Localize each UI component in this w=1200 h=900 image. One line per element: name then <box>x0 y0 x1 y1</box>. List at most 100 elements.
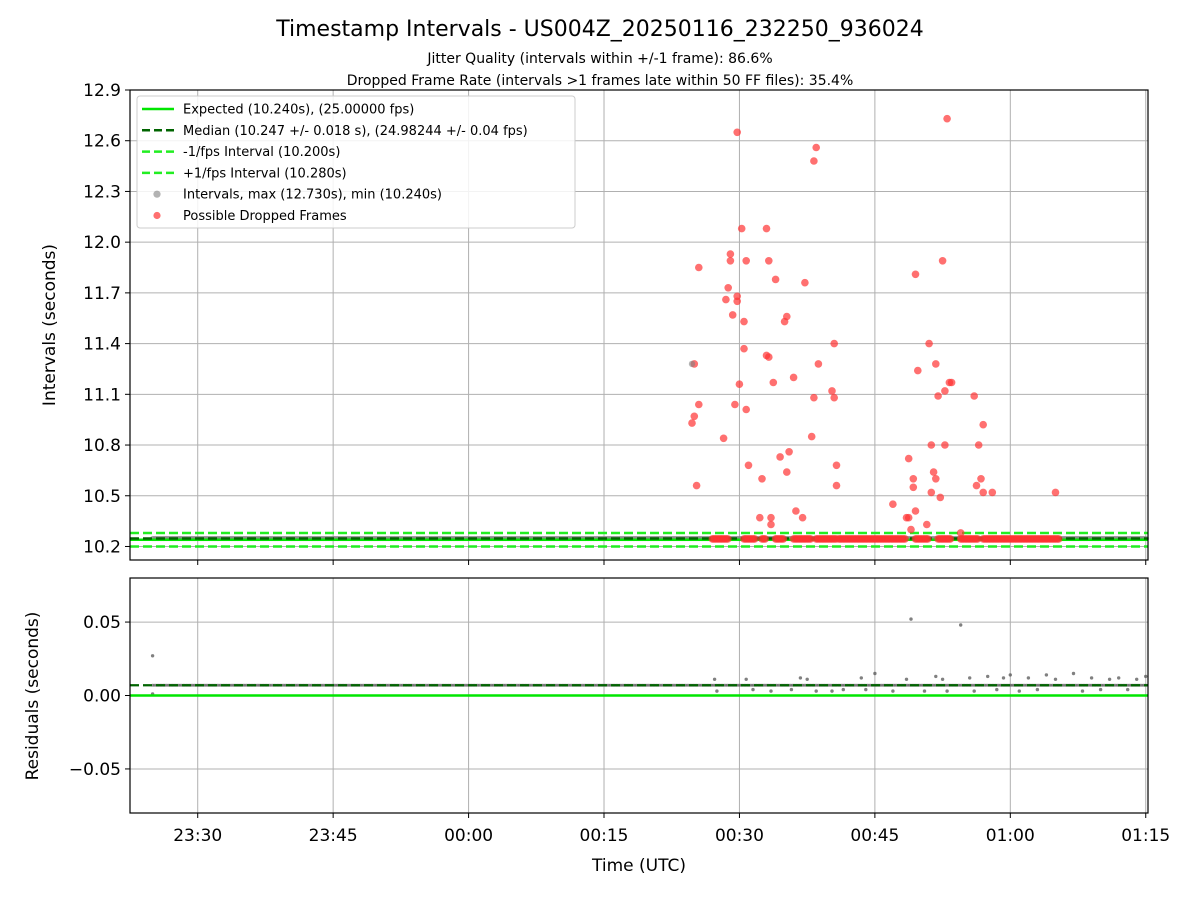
dropped-frame-point <box>758 475 766 483</box>
bottom-y-tick-label: 0.05 <box>83 613 121 633</box>
dropped-frame-point <box>979 488 987 497</box>
legend-label: -1/fps Interval (10.200s) <box>183 145 340 160</box>
dropped-frame-point <box>911 270 920 279</box>
legend-label: Median (10.247 +/- 0.018 s), (24.98244 +… <box>183 124 528 139</box>
residual-point <box>864 687 868 692</box>
residual-point <box>744 677 748 681</box>
residual-point <box>830 689 834 693</box>
dropped-frame-point <box>941 441 949 449</box>
top-y-tick-label: 11.7 <box>83 284 121 304</box>
dropped-frame-point <box>947 378 956 387</box>
bottom-plot-frame <box>129 577 1149 814</box>
residual-point <box>715 689 719 693</box>
dropped-frame-point <box>936 493 945 502</box>
dropped-frame-point <box>771 275 780 284</box>
dropped-frame-point <box>776 453 784 461</box>
dropped-frame-point <box>744 461 753 470</box>
residual-point <box>798 676 803 680</box>
residual-point <box>1117 676 1121 680</box>
legend-label: Expected (10.240s), (25.00000 fps) <box>183 103 414 118</box>
residual-point <box>940 677 945 681</box>
x-tick-label: 23:30 <box>173 826 222 846</box>
dropped-frame-point <box>765 353 773 361</box>
legend: Expected (10.240s), (25.00000 fps) Median… <box>136 95 576 229</box>
residual-point <box>922 689 927 693</box>
legend-box <box>136 95 576 229</box>
dropped-frame-point <box>934 392 942 400</box>
dropped-frame-points <box>688 114 1063 543</box>
legend-label: Possible Dropped Frames <box>183 209 347 224</box>
residual-point <box>995 687 999 692</box>
dropped-frame-point <box>909 483 918 492</box>
residual-point <box>712 677 717 681</box>
dropped-frame-point <box>925 339 933 348</box>
dropped-frame-point <box>909 475 918 483</box>
residual-point <box>1135 677 1139 681</box>
dropped-frame-point <box>972 481 981 490</box>
dropped-frame-point <box>988 488 997 497</box>
dropped-frame-point <box>941 387 949 395</box>
dropped-frame-point <box>785 448 793 456</box>
dropped-frame-point <box>724 284 732 292</box>
dropped-frame-point <box>783 468 791 476</box>
bottom-y-tick-label: −0.05 <box>69 760 121 780</box>
dropped-frame-point <box>762 224 771 233</box>
x-tick-label: 00:15 <box>580 826 629 846</box>
dropped-frame-point <box>938 257 947 265</box>
dropped-frame-point <box>690 412 699 421</box>
bottom-y-axis-label: Residuals (seconds) <box>23 612 43 781</box>
dropped-frame-point <box>979 420 987 429</box>
dropped-frame-point <box>927 441 936 449</box>
residuals-panel: 0.05 0.00 −0.05 23:30 23:45 00:00 00:15 00:30 00… <box>69 577 1170 846</box>
dropped-frame-point <box>792 507 800 515</box>
residual-point <box>934 674 938 679</box>
dropped-frame-point <box>832 461 841 470</box>
x-tick-label: 01:15 <box>1121 826 1170 846</box>
top-y-tick-label: 10.2 <box>83 537 121 557</box>
dropped-frame-point <box>810 393 818 402</box>
dropped-frame-point <box>946 535 955 543</box>
dropped-frame-point <box>1054 535 1063 543</box>
top-plot-frame <box>129 89 1149 561</box>
dropped-frame-point <box>956 529 965 537</box>
dropped-frame-point <box>974 441 983 449</box>
dropped-frame-point <box>914 366 922 375</box>
top-y-tick-label: 12.3 <box>83 182 121 202</box>
residual-point <box>972 689 976 693</box>
dropped-frame-point <box>724 535 732 543</box>
top-y-tick-label: 11.1 <box>83 385 121 405</box>
figure-subtitle-dropped: Dropped Frame Rate (intervals >1 frames … <box>347 73 854 89</box>
x-tick-label: 00:30 <box>715 826 764 846</box>
dropped-frame-point <box>901 535 909 543</box>
residual-point <box>805 677 809 681</box>
dropped-frame-point <box>722 295 730 304</box>
residual-point <box>1144 674 1148 679</box>
dropped-frame-point <box>943 114 951 123</box>
dropped-frame-point <box>733 297 741 306</box>
residual-point <box>1098 687 1103 692</box>
residual-point <box>789 687 794 692</box>
dropped-frame-point <box>889 500 897 509</box>
residual-point <box>769 689 773 693</box>
dropped-frame-point <box>767 513 775 522</box>
dropped-frame-point <box>801 278 809 287</box>
residual-point <box>1080 689 1085 693</box>
dropped-frame-point <box>806 535 815 543</box>
dropped-frame-point <box>830 339 838 348</box>
residual-point <box>873 671 877 676</box>
legend-marker <box>153 190 161 198</box>
x-tick-label: 00:00 <box>444 826 493 846</box>
dropped-frame-point <box>779 535 788 543</box>
x-tick-label: 00:45 <box>850 826 899 846</box>
dropped-frame-point <box>828 387 836 395</box>
dropped-frame-point <box>932 475 940 483</box>
interval-point <box>688 360 696 368</box>
dropped-frame-point <box>756 513 764 522</box>
bottom-y-tick-label: 0.00 <box>83 687 121 707</box>
dropped-frame-point <box>742 405 750 414</box>
dropped-frame-point <box>932 360 940 368</box>
residual-point <box>1071 671 1076 676</box>
dropped-frame-point <box>830 393 838 402</box>
dropped-frame-point <box>765 257 773 265</box>
dropped-frame-point <box>789 373 798 382</box>
